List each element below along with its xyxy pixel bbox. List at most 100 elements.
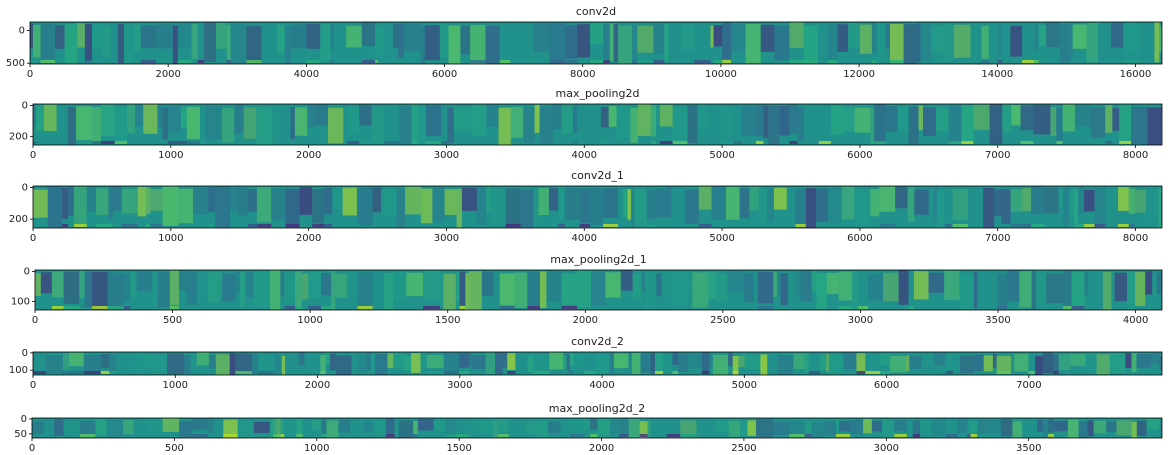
feature-texture xyxy=(277,434,281,437)
feature-texture xyxy=(358,273,373,307)
feature-texture xyxy=(789,104,797,133)
feature-texture xyxy=(106,420,123,439)
x-tick-label: 5000 xyxy=(732,380,757,391)
feature-texture xyxy=(181,141,187,144)
feature-texture xyxy=(534,189,539,228)
feature-texture xyxy=(486,186,491,211)
feature-texture xyxy=(235,371,251,374)
feature-texture xyxy=(515,354,527,373)
feature-texture xyxy=(917,23,921,62)
feature-texture xyxy=(767,188,774,220)
feature-texture xyxy=(567,371,570,374)
feature-texture xyxy=(1094,421,1106,434)
feature-texture xyxy=(134,419,147,437)
feature-texture xyxy=(827,273,839,294)
feature-texture xyxy=(1053,355,1059,371)
feature-texture xyxy=(397,189,405,231)
feature-texture xyxy=(997,371,1011,374)
feature-texture xyxy=(946,419,957,431)
feature-texture xyxy=(1031,224,1044,227)
feature-texture xyxy=(789,60,803,63)
feature-texture xyxy=(68,186,74,215)
feature-texture xyxy=(280,272,284,297)
feature-texture xyxy=(706,421,716,440)
feature-texture xyxy=(223,434,237,437)
feature-texture xyxy=(806,188,816,229)
feature-texture xyxy=(143,104,157,134)
x-tick-label: 0 xyxy=(30,233,36,244)
feature-texture xyxy=(1159,356,1163,370)
feature-texture xyxy=(651,271,657,307)
feature-texture xyxy=(141,60,156,63)
feature-texture xyxy=(663,355,672,377)
feature-texture xyxy=(1022,188,1031,211)
feature-texture xyxy=(486,352,496,374)
feature-texture xyxy=(1095,187,1106,225)
feature-texture xyxy=(68,107,76,147)
feature-texture xyxy=(629,419,640,439)
feature-texture xyxy=(819,107,831,139)
feature-texture xyxy=(1011,189,1023,212)
feature-texture xyxy=(1022,418,1037,429)
feature-texture xyxy=(1119,141,1131,144)
feature-texture xyxy=(880,371,890,374)
feature-texture xyxy=(610,354,614,373)
feature-texture xyxy=(526,421,537,434)
feature-texture xyxy=(343,188,357,216)
feature-texture xyxy=(558,186,564,220)
feature-texture xyxy=(486,104,498,126)
x-tick-label: 0 xyxy=(27,69,33,80)
feature-texture xyxy=(1132,422,1137,438)
feature-texture xyxy=(714,25,723,46)
feature-texture xyxy=(152,355,167,374)
feature-texture xyxy=(967,434,970,437)
feature-texture xyxy=(577,270,591,307)
feature-texture xyxy=(664,24,668,62)
feature-texture xyxy=(222,274,235,302)
feature-texture xyxy=(1070,24,1073,61)
feature-texture xyxy=(1078,224,1084,227)
feature-texture xyxy=(506,224,521,227)
panel-title: conv2d_2 xyxy=(571,335,624,348)
feature-texture xyxy=(459,371,469,374)
feature-texture xyxy=(631,189,635,229)
feature-texture xyxy=(285,352,298,369)
feature-texture xyxy=(331,24,334,49)
feature-texture xyxy=(230,353,236,375)
feature-texture xyxy=(1105,105,1112,133)
feature-texture xyxy=(656,274,661,297)
feature-texture xyxy=(863,419,872,433)
feature-texture xyxy=(499,108,511,146)
x-tick-label: 1000 xyxy=(163,380,188,391)
feature-texture xyxy=(458,108,472,129)
feature-texture xyxy=(274,355,281,374)
feature-texture xyxy=(852,306,858,309)
feature-texture xyxy=(432,187,444,222)
feature-texture xyxy=(812,422,825,439)
feature-texture xyxy=(375,354,388,376)
feature-texture xyxy=(208,272,219,302)
feature-texture xyxy=(303,421,312,437)
feature-texture xyxy=(256,107,272,145)
y-tick-label: 200 xyxy=(9,131,28,142)
feature-texture xyxy=(1159,25,1168,52)
feature-texture xyxy=(64,272,80,304)
feature-texture xyxy=(273,434,277,437)
feature-texture xyxy=(234,105,243,134)
feature-texture xyxy=(134,23,141,51)
y-tick-label: 0 xyxy=(22,101,28,112)
feature-texture xyxy=(385,22,394,48)
feature-texture xyxy=(74,224,87,227)
feature-texture xyxy=(681,25,694,50)
feature-texture xyxy=(101,371,110,374)
x-tick-label: 4000 xyxy=(294,69,319,80)
feature-texture xyxy=(970,434,977,437)
feature-texture xyxy=(306,24,320,49)
feature-texture xyxy=(651,141,656,144)
feature-texture xyxy=(819,141,831,144)
y-tick-label: 100 xyxy=(11,297,30,308)
x-tick-label: 8000 xyxy=(570,69,595,80)
feature-texture xyxy=(284,419,296,436)
feature-texture xyxy=(507,371,515,374)
feature-texture xyxy=(998,60,1002,63)
